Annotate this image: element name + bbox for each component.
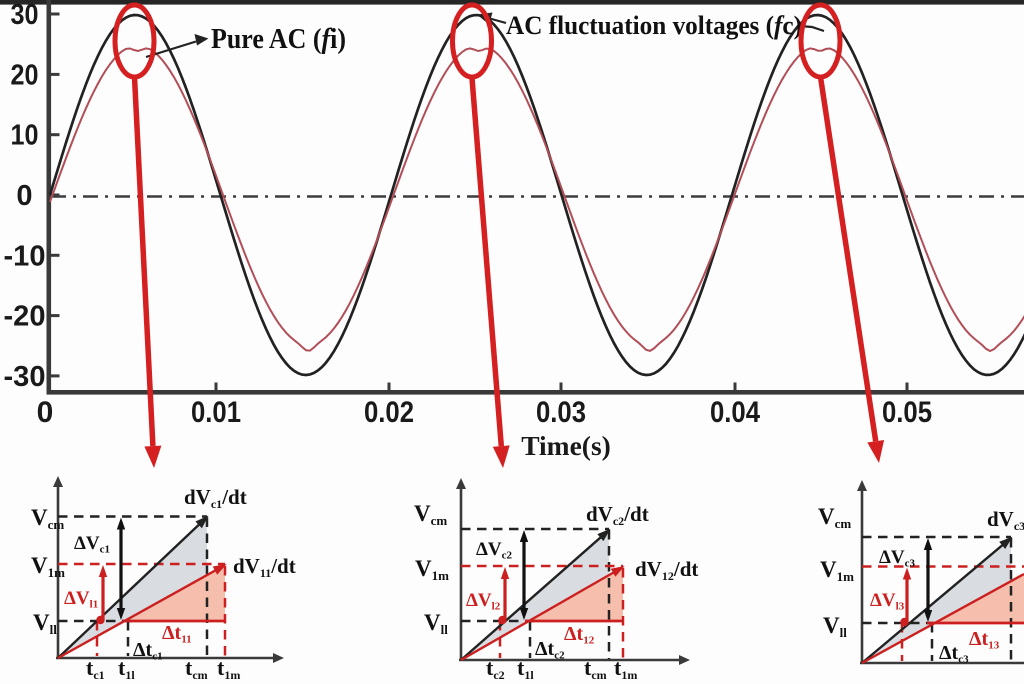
svg-text:dV11/dt: dV11/dt bbox=[233, 554, 296, 580]
svg-text:0.04: 0.04 bbox=[710, 396, 760, 429]
svg-text:0.05: 0.05 bbox=[882, 396, 932, 429]
svg-text:0: 0 bbox=[37, 396, 54, 429]
svg-text:0: 0 bbox=[16, 180, 32, 212]
svg-text:30: 30 bbox=[11, 0, 39, 31]
svg-text:0.02: 0.02 bbox=[364, 396, 414, 429]
svg-text:10: 10 bbox=[11, 120, 39, 152]
svg-text:AC fluctuation voltages (fc): AC fluctuation voltages (fc) bbox=[506, 11, 802, 40]
svg-text:20: 20 bbox=[11, 59, 39, 91]
svg-text:Pure AC (fi): Pure AC (fi) bbox=[211, 23, 346, 55]
svg-text:Time(s): Time(s) bbox=[521, 430, 611, 461]
svg-text:-20: -20 bbox=[4, 301, 46, 333]
svg-text:0.01: 0.01 bbox=[191, 396, 241, 429]
svg-text:-30: -30 bbox=[4, 361, 46, 393]
svg-text:-10: -10 bbox=[4, 240, 46, 272]
svg-text:0.03: 0.03 bbox=[536, 396, 586, 429]
